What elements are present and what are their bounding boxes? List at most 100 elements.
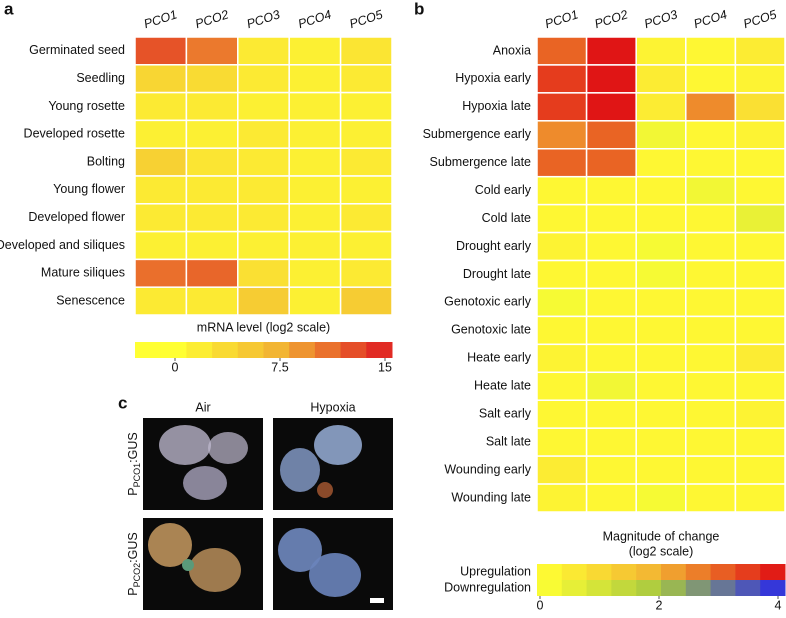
heatmap-cell: [635, 287, 687, 318]
heatmap-cell: [585, 148, 637, 178]
heatmap-cell: [685, 175, 737, 206]
heatmap-cell: [237, 36, 290, 66]
row-label: Submergence late: [430, 155, 532, 169]
row-label: Young flower: [53, 182, 125, 196]
heatmap-cell: [288, 147, 342, 177]
heatmap-cell: [734, 259, 786, 290]
colorbar-block: [586, 564, 612, 580]
heatmap-cell: [339, 286, 393, 316]
heatmap-cell: [134, 175, 188, 205]
colorbar-row-label: Upregulation: [460, 564, 531, 578]
heatmap-cell: [536, 343, 588, 374]
row-label: Developed rosette: [24, 127, 126, 141]
colorbar-block: [586, 580, 612, 596]
heatmap-cell: [339, 64, 393, 94]
heatmap-cell: [734, 231, 786, 262]
heatmap-cell: [734, 36, 786, 66]
heatmap-cell: [635, 483, 687, 513]
heatmap-cell: [237, 119, 290, 149]
heatmap-cell: [536, 483, 588, 513]
heatmap-cell: [134, 64, 188, 94]
heatmap-cell: [685, 36, 737, 66]
heatmap-cell: [536, 259, 588, 290]
heatmap-cell: [685, 399, 737, 429]
colorbar-block: [760, 580, 786, 596]
heatmap-cell: [536, 399, 588, 429]
heatmap-cell: [339, 175, 393, 205]
heatmap-cell: [237, 175, 290, 205]
heatmap-cell: [185, 64, 239, 94]
colorbar-tick-label: 7.5: [271, 360, 288, 374]
heatmap-cell: [536, 120, 588, 150]
heatmap-cell: [585, 64, 637, 94]
colorbar-tick-label: 0: [172, 360, 179, 374]
row-label: Salt late: [486, 434, 531, 448]
heatmap-cell: [339, 147, 393, 177]
heatmap-cell: [585, 287, 637, 318]
row-label: Heate early: [467, 351, 532, 365]
heatmap-cell: [585, 483, 637, 513]
row-label: Wounding early: [444, 462, 531, 476]
heatmap-cell: [685, 231, 737, 262]
photo: [143, 518, 263, 610]
heatmap-cell: [288, 203, 342, 233]
photo-panel: Air Hypoxia PPCO1:GUS PPCO2:GUS: [126, 400, 393, 610]
colorbar-block: [212, 342, 239, 358]
colorbar-title: Magnitude of change: [603, 529, 720, 543]
heatmap-cell: [237, 91, 290, 122]
heatmap-cell: [685, 287, 737, 318]
column-label: Air: [195, 400, 210, 414]
colorbar-tick-label: 2: [656, 598, 663, 612]
row-label: Drought late: [463, 267, 531, 281]
heatmap-cell: [685, 315, 737, 346]
heatmap-cell: [734, 371, 786, 401]
row-label-part: :GUS: [126, 532, 140, 563]
panel-label: b: [414, 0, 424, 18]
row-label: Germinated seed: [29, 43, 125, 57]
heatmap-cell: [536, 203, 588, 234]
heatmap-cell: [237, 147, 290, 177]
photo: [143, 418, 263, 510]
heatmap-cell: [237, 258, 290, 288]
heatmap-cell: [685, 343, 737, 374]
row-label: PPCO1:GUS: [126, 432, 142, 495]
heatmap-cell: [685, 455, 737, 485]
colorbar-block: [263, 342, 290, 358]
heatmap-cell: [585, 36, 637, 66]
heatmap-cell: [536, 64, 588, 94]
row-label: Cold late: [482, 211, 531, 225]
heatmap-cell: [288, 286, 342, 316]
heatmap-cell: [134, 147, 188, 177]
heatmap-cell: [734, 343, 786, 374]
colorbar-block: [314, 342, 342, 358]
colorbar-block: [537, 564, 563, 580]
colorbar-block: [561, 580, 588, 596]
heatmap-cell: [734, 483, 786, 513]
heatmap-cell: [288, 175, 342, 205]
heatmap-cell: [536, 92, 588, 122]
row-label: Cold early: [475, 183, 532, 197]
heatmap-cell: [288, 36, 342, 66]
heatmap-cell: [685, 427, 737, 457]
heatmap-cell: [734, 148, 786, 178]
heatmap-cell: [288, 64, 342, 94]
colorbar-block: [685, 564, 712, 580]
heatmap-cell: [288, 258, 342, 288]
heatmap-cell: [734, 455, 786, 485]
heatmap-cell: [635, 343, 687, 374]
heatmap-cell: [185, 119, 239, 149]
heatmap-cell: [585, 175, 637, 206]
heatmap-cell: [134, 230, 188, 261]
row-label-part: :GUS: [126, 432, 140, 463]
heatmap-cell: [585, 455, 637, 485]
heatmap-cell: [685, 64, 737, 94]
heatmap-cell: [339, 203, 393, 233]
row-label: Drought early: [456, 239, 532, 253]
colorbar-tick-label: 0: [537, 598, 544, 612]
heatmap-cell: [685, 148, 737, 178]
heatmap-cell: [734, 175, 786, 206]
heatmap-cell: [635, 64, 687, 94]
colorbar-tick-label: 4: [775, 598, 782, 612]
row-label: Developed and siliques: [0, 238, 125, 252]
row-label: Hypoxia late: [462, 99, 531, 113]
